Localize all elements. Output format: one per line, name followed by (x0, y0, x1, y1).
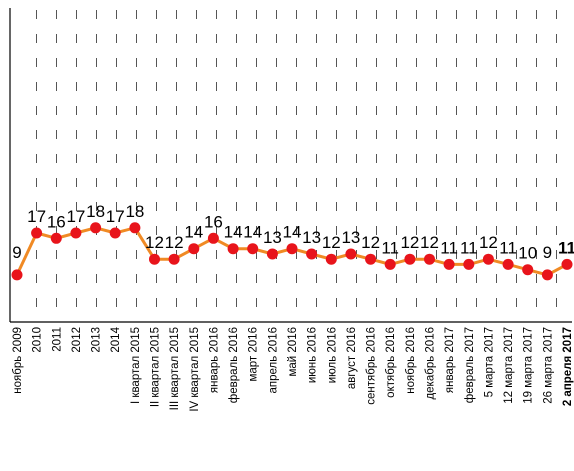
x-tick-label: январь 2017 (444, 327, 456, 393)
data-label: 11 (440, 238, 458, 257)
x-tick-label: 2011 (51, 327, 63, 352)
data-point (306, 248, 318, 260)
data-points (11, 222, 573, 281)
x-tick-label: ноябрь 2016 (405, 327, 417, 394)
x-tick-label: январь 2016 (208, 327, 220, 393)
data-label: 12 (479, 233, 498, 252)
data-label: 11 (381, 238, 399, 257)
data-label: 14 (224, 223, 243, 242)
x-tick-label: 2013 (91, 327, 103, 353)
data-label: 14 (283, 223, 302, 242)
x-tick-label: 2012 (71, 327, 83, 353)
data-point (50, 232, 62, 244)
data-point (286, 243, 298, 255)
x-tick-label: 2 апреля 2017 (562, 327, 574, 406)
data-point (561, 258, 573, 270)
data-point (345, 248, 357, 260)
data-label: 12 (322, 233, 341, 252)
data-point (424, 253, 435, 265)
x-tick-label: 19 марта 2017 (523, 327, 535, 404)
data-point (31, 227, 43, 239)
x-tick-label: март 2016 (248, 327, 260, 382)
data-point (227, 243, 239, 255)
x-tick-label: август 2016 (346, 327, 358, 389)
x-tick-label: II квартал 2015 (150, 327, 162, 407)
x-tick-label: 2014 (110, 326, 122, 352)
data-label: 10 (518, 244, 537, 263)
data-label: 17 (66, 207, 85, 226)
x-tick-label: октябрь 2016 (385, 327, 397, 398)
x-tick-label: ноябрь 2009 (12, 327, 24, 394)
data-point (443, 258, 455, 270)
x-tick-label: 2010 (32, 327, 44, 353)
data-point (90, 222, 102, 234)
data-point (384, 258, 396, 270)
x-tick-label: февраль 2016 (228, 327, 240, 403)
data-label: 13 (302, 228, 321, 247)
data-point (70, 227, 82, 239)
gridlines (36, 10, 557, 322)
data-label: 14 (184, 223, 203, 242)
x-tick-label: 12 марта 2017 (503, 327, 515, 404)
data-label: 12 (361, 233, 380, 252)
data-point (168, 253, 180, 265)
data-point (11, 269, 23, 281)
data-label: 12 (165, 233, 184, 252)
data-point (266, 248, 278, 260)
data-label: 18 (125, 202, 144, 221)
data-label: 12 (400, 233, 419, 252)
data-point (129, 222, 141, 234)
data-label: 16 (47, 212, 66, 231)
data-point (207, 232, 219, 244)
data-label: 13 (263, 228, 282, 247)
data-label: 17 (106, 207, 125, 226)
data-point (188, 243, 200, 255)
data-label: 14 (243, 223, 262, 242)
data-point (502, 258, 514, 270)
x-tick-label: I квартал 2015 (130, 327, 142, 404)
data-label: 9 (543, 243, 552, 262)
data-label: 12 (145, 233, 164, 252)
x-tick-label: апрель 2016 (267, 327, 279, 394)
x-tick-label: сентябрь 2016 (366, 327, 378, 405)
data-label: 11 (460, 238, 478, 257)
x-tick-label: декабрь 2016 (425, 327, 437, 400)
data-point (522, 264, 534, 276)
data-label: 17 (27, 207, 46, 226)
data-point (109, 227, 121, 239)
data-point (365, 253, 377, 265)
x-tick-label: февраль 2017 (464, 327, 476, 403)
data-label: 12 (420, 233, 439, 252)
x-tick-labels: ноябрь 2009 2010 2011 2012 2013 2014 I квартал… (12, 326, 574, 411)
data-point (404, 253, 416, 265)
x-tick-label: июль 2016 (326, 327, 338, 383)
data-label: 11 (558, 238, 574, 257)
data-point (247, 243, 259, 255)
data-point (325, 253, 337, 265)
data-label: 13 (341, 228, 360, 247)
x-tick-label: 5 марта 2017 (483, 327, 495, 397)
data-label: 18 (86, 202, 105, 221)
data-label: 9 (12, 243, 21, 262)
data-point (463, 258, 475, 270)
data-label: 11 (499, 238, 517, 257)
data-point (482, 253, 494, 265)
data-point (149, 253, 160, 265)
x-tick-label: июнь 2016 (307, 327, 319, 383)
x-tick-label: 26 марта 2017 (542, 327, 554, 404)
x-tick-label: май 2016 (287, 327, 299, 377)
x-tick-label: III квартал 2015 (169, 327, 181, 410)
x-tick-label: IV квартал 2015 (189, 327, 201, 412)
data-label: 16 (204, 212, 223, 231)
data-point (541, 269, 553, 281)
